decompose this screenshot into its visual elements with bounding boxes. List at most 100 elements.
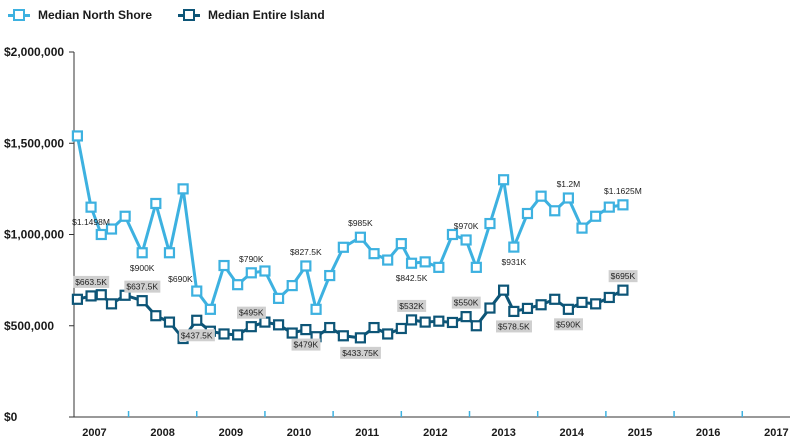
y-tick-label: $0 — [4, 410, 18, 424]
data-point — [603, 201, 615, 213]
data-label-group: $900K — [130, 263, 155, 273]
data-point — [395, 322, 407, 335]
data-label: $931K — [502, 257, 527, 267]
data-point — [286, 327, 298, 339]
data-point — [310, 303, 322, 315]
data-point — [419, 316, 431, 328]
data-point — [71, 130, 84, 142]
data-label-group: $842.5K — [396, 273, 428, 283]
x-tick-label: 2009 — [219, 427, 243, 439]
data-label-group: $690K — [168, 274, 193, 284]
legend-item-entire-island[interactable]: Median Entire Island — [178, 8, 325, 22]
series-1 — [71, 284, 629, 345]
data-point — [590, 210, 602, 222]
data-point — [405, 257, 418, 269]
data-point — [300, 323, 312, 336]
data-label-group: $433.75K — [340, 346, 381, 359]
data-point — [446, 316, 459, 329]
data-label-group: $985K — [348, 218, 373, 228]
data-label-group: $578.5K — [495, 320, 532, 333]
data-label: $842.5K — [396, 273, 428, 283]
data-point — [272, 292, 285, 304]
y-tick-label: $2,000,000 — [4, 45, 64, 59]
data-label: $900K — [130, 263, 155, 273]
data-label: $827.5K — [290, 247, 322, 257]
data-label-group: $790K — [239, 254, 264, 264]
data-point — [562, 192, 574, 204]
data-point — [521, 302, 534, 315]
x-tick-label: 2013 — [491, 427, 515, 439]
data-label: $637.5K — [126, 282, 158, 292]
data-label: $532K — [399, 301, 424, 311]
data-point — [470, 320, 482, 332]
data-label-group: $931K — [502, 257, 527, 267]
data-label-box — [554, 318, 583, 331]
legend: Median North Shore Median Entire Island — [8, 8, 351, 22]
data-point — [136, 247, 148, 259]
series-0 — [71, 130, 629, 315]
data-label-box — [236, 306, 266, 319]
x-tick-label: 2008 — [150, 427, 174, 439]
data-point — [405, 314, 418, 326]
data-point — [324, 269, 336, 282]
data-point — [150, 310, 162, 322]
data-point — [460, 311, 472, 323]
y-tick-label: $500,000 — [4, 319, 54, 333]
legend-item-north-shore[interactable]: Median North Shore — [8, 8, 152, 22]
data-label-group: $1.1625M — [604, 186, 642, 196]
data-label-group: $1.2M — [557, 179, 581, 189]
data-label-box — [340, 346, 381, 359]
legend-label-entire-island: Median Entire Island — [208, 8, 325, 22]
data-point — [617, 199, 629, 211]
data-point — [590, 298, 602, 310]
data-point — [245, 321, 257, 333]
data-point — [508, 241, 520, 253]
x-tick-label: 2012 — [423, 427, 447, 439]
data-point — [576, 296, 588, 308]
data-point — [204, 303, 216, 315]
data-label-box — [291, 338, 321, 351]
data-point — [549, 293, 561, 305]
data-point — [460, 234, 472, 246]
data-label-group: $1.1498M — [72, 217, 110, 227]
data-point — [395, 238, 407, 250]
y-tick-label: $1,000,000 — [4, 228, 64, 242]
data-point — [95, 228, 107, 241]
data-point — [535, 299, 547, 311]
x-tick-label: 2011 — [355, 427, 379, 439]
data-point — [232, 329, 244, 341]
data-point — [218, 259, 230, 272]
x-tick-label: 2007 — [82, 427, 106, 439]
data-point — [105, 223, 118, 235]
data-point — [576, 222, 588, 234]
data-point — [136, 295, 148, 307]
legend-swatch-north-shore — [8, 8, 30, 22]
data-point — [382, 254, 394, 266]
data-label: $437.5K — [181, 330, 213, 340]
y-tick-label: $1,500,000 — [4, 136, 64, 150]
data-label: $1.1625M — [604, 186, 642, 196]
data-label: $578.5K — [498, 321, 530, 331]
data-label: $1.1498M — [72, 217, 110, 227]
data-label-group: $495K — [236, 306, 266, 319]
data-point — [470, 261, 482, 273]
data-point — [549, 205, 561, 217]
data-point — [508, 305, 520, 318]
data-label: $970K — [454, 221, 479, 231]
data-label: $690K — [168, 274, 193, 284]
data-label: $433.75K — [342, 348, 379, 358]
legend-swatch-entire-island — [178, 8, 201, 22]
data-label-group: $663.5K — [73, 275, 110, 288]
data-point — [150, 197, 162, 210]
data-point — [498, 284, 510, 296]
data-label: $663.5K — [75, 277, 107, 287]
data-point — [191, 314, 203, 326]
data-point — [105, 298, 118, 310]
data-label: $985K — [348, 218, 373, 228]
legend-label-north-shore: Median North Shore — [38, 8, 153, 22]
data-label-box — [451, 296, 481, 309]
data-point — [446, 228, 459, 241]
data-point — [85, 201, 97, 213]
data-label: $695K — [611, 271, 636, 281]
